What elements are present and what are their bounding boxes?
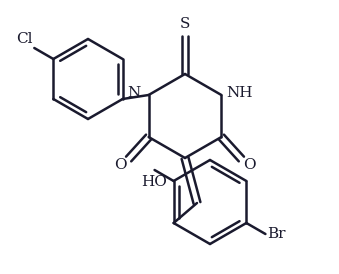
Text: NH: NH bbox=[226, 86, 253, 100]
Text: N: N bbox=[127, 86, 141, 100]
Text: HO: HO bbox=[142, 175, 167, 189]
Text: Cl: Cl bbox=[16, 32, 32, 46]
Text: S: S bbox=[180, 17, 190, 31]
Text: Br: Br bbox=[267, 227, 286, 241]
Text: O: O bbox=[243, 158, 256, 172]
Text: O: O bbox=[114, 158, 127, 172]
